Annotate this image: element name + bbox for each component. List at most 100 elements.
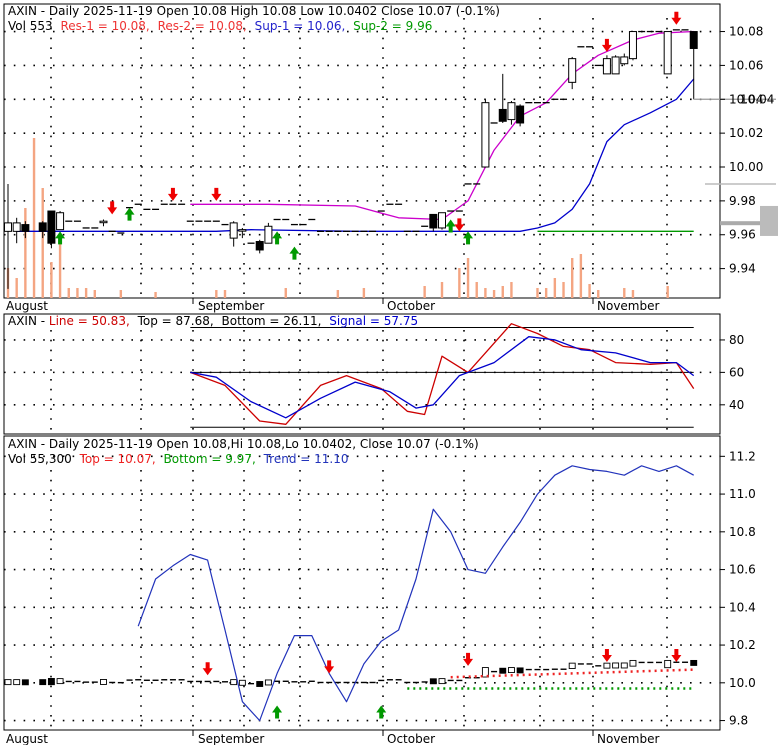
- volume-bar: [84, 288, 88, 298]
- volume-bar: [484, 288, 487, 298]
- price-y-tick-label: 9.98: [729, 194, 756, 208]
- volume-bar: [93, 290, 96, 298]
- volume-bar: [223, 290, 227, 298]
- trend-candle: [429, 678, 437, 685]
- trend-y-tick-label: 11.0: [729, 487, 756, 501]
- volume-bar: [544, 288, 548, 298]
- price-y-tick-label: 10.08: [729, 25, 763, 39]
- price-y-tick-label: 10.06: [729, 58, 763, 72]
- candlesticks: [4, 29, 698, 289]
- trend-sell-arrow: [202, 662, 213, 676]
- trend-legend-trend: Trend = 11.10: [263, 452, 349, 466]
- volume-bar: [536, 288, 539, 298]
- volume-bar: [588, 284, 591, 298]
- trend-legend-row: Vol 55,300 Top = 10.07, Bottom = 9.97, T…: [8, 452, 348, 466]
- buy-arrow: [289, 246, 300, 260]
- volume-bar: [492, 290, 496, 298]
- volume-bar: [623, 288, 626, 298]
- trend-y-axis: 11.2 11.0 10.8 10.6 10.4 10.2 10.0 9.8: [720, 449, 756, 728]
- volume-bars: [6, 138, 669, 298]
- volume-bar: [562, 282, 565, 298]
- volume-bar: [579, 254, 583, 298]
- volume-bar: [284, 288, 287, 298]
- trend-candle: [612, 662, 620, 669]
- volume-bar: [475, 282, 478, 298]
- volume-bar: [458, 268, 461, 298]
- trend-y-tick-label: 9.8: [729, 714, 748, 728]
- volume-bar: [50, 262, 53, 298]
- trend-candle: [256, 681, 264, 687]
- trend-candle: [238, 679, 246, 686]
- volume-bar: [440, 282, 444, 298]
- trend-x-label-september: September: [198, 732, 264, 745]
- trend-y-tick-label: 10.0: [729, 676, 756, 690]
- price-y-tick-label: 9.96: [729, 228, 756, 242]
- trend-y-tick-label: 10.2: [729, 638, 756, 652]
- candle-down: [516, 105, 525, 124]
- candle-down: [429, 213, 438, 229]
- trend-x-label-november: November: [597, 732, 659, 745]
- indicator-y-axis: 80 60 40: [720, 333, 744, 412]
- trend-signal-arrows: [202, 649, 682, 719]
- trend-legend-bottom: Bottom = 9.97,: [164, 452, 256, 466]
- trend-candle: [39, 679, 47, 686]
- trend-candle: [264, 679, 272, 686]
- candle-down: [498, 108, 507, 122]
- indicator-line: [190, 323, 695, 425]
- trend-line: [137, 465, 694, 722]
- volume-bar: [510, 282, 513, 298]
- legend-sup1: Sup-1 = 10.06,: [255, 19, 346, 33]
- volume-bar: [41, 188, 44, 298]
- trend-mini-candles: [4, 659, 698, 687]
- trend-candle: [438, 678, 446, 685]
- trend-legend-top: Top = 10.07,: [79, 452, 156, 466]
- volume-bar: [666, 286, 669, 298]
- resistance-line: [190, 30, 694, 221]
- volume-bar: [466, 258, 470, 298]
- price-y-tick-label: 9.94: [729, 262, 756, 276]
- trend-sell-arrow: [324, 660, 335, 674]
- trend-sell-arrow: [671, 649, 682, 663]
- trend-panel-frame: [3, 435, 721, 731]
- trend-buy-arrow: [376, 705, 387, 719]
- trend-grid: [4, 455, 720, 730]
- trend-panel: 11.2 11.0 10.8 10.6 10.4 10.2 10.0 9.8 August S…: [3, 435, 756, 746]
- trend-candle: [516, 667, 524, 674]
- sell-arrow: [601, 38, 612, 52]
- sell-arrow: [671, 11, 682, 25]
- price-y-tick-label: 10.02: [729, 126, 763, 140]
- volume-bar: [154, 292, 157, 298]
- trend-x-label-august: August: [6, 732, 48, 745]
- sell-arrow: [167, 187, 178, 201]
- volume-bar: [58, 238, 62, 298]
- volume-bar: [336, 290, 340, 298]
- trend-y-tick-label: 10.4: [729, 600, 756, 614]
- trend-candle: [629, 659, 637, 667]
- trend-candle: [620, 662, 628, 669]
- candle-down: [689, 31, 698, 49]
- last-price-label: 10.04: [740, 92, 774, 106]
- x-label-october: October: [387, 299, 435, 313]
- indicator-prefix: AXIN -: [8, 314, 49, 328]
- last-price-marker: 10.04: [693, 92, 778, 236]
- volume-bar: [571, 258, 574, 298]
- signal-line: [190, 336, 695, 419]
- candle-up: [56, 212, 65, 231]
- candle-up: [628, 31, 637, 60]
- legend-res1: Res-1 = 10.08,: [61, 19, 150, 33]
- legend-signal: Signal = 57.75: [329, 314, 418, 328]
- buy-arrow: [445, 219, 456, 233]
- trend-x-label-october: October: [387, 732, 435, 745]
- trend-x-axis: August September October November: [6, 730, 659, 746]
- trend-candle: [568, 662, 576, 669]
- candle-down: [47, 210, 56, 244]
- x-label-november: November: [597, 299, 659, 313]
- trend-y-tick-label: 10.8: [729, 525, 756, 539]
- trend-candle: [603, 662, 611, 669]
- x-label-august: August: [6, 299, 48, 313]
- volume-bar: [362, 288, 366, 298]
- price-y-tick-label: 10.04: [729, 92, 763, 106]
- price-panel-frame: [3, 3, 721, 299]
